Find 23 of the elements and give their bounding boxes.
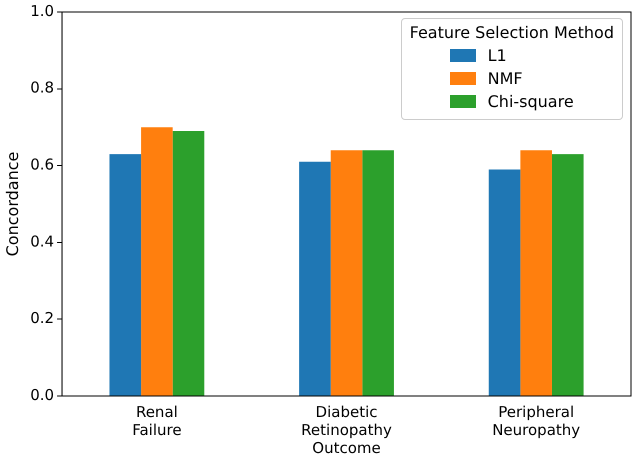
bar [552, 154, 584, 396]
bar [362, 150, 394, 396]
y-tick-label: 0.2 [30, 309, 54, 328]
y-tick-label: 0.0 [30, 386, 54, 404]
y-tick-label: 0.6 [30, 155, 54, 174]
x-tick-label: Diabetic Retinopathy Outcome [301, 402, 392, 457]
bar [520, 150, 552, 396]
x-tick-label: Peripheral Neuropathy [492, 402, 580, 439]
y-axis-title: Concordance [2, 152, 22, 256]
legend-title: Feature Selection Method [410, 23, 614, 42]
bar [141, 127, 173, 396]
y-tick-label: 0.4 [30, 232, 54, 250]
bar [299, 162, 331, 396]
y-tick-label: 1.0 [30, 2, 54, 20]
legend-label: Chi-square [488, 92, 574, 111]
x-tick-label: Renal Failure [132, 402, 182, 439]
bar [330, 150, 362, 396]
y-tick-label: 0.8 [30, 78, 54, 97]
bar [109, 154, 142, 396]
bar [488, 169, 520, 396]
bar [172, 131, 204, 396]
legend-label: NMF [488, 69, 523, 88]
legend-label: L1 [488, 46, 507, 65]
